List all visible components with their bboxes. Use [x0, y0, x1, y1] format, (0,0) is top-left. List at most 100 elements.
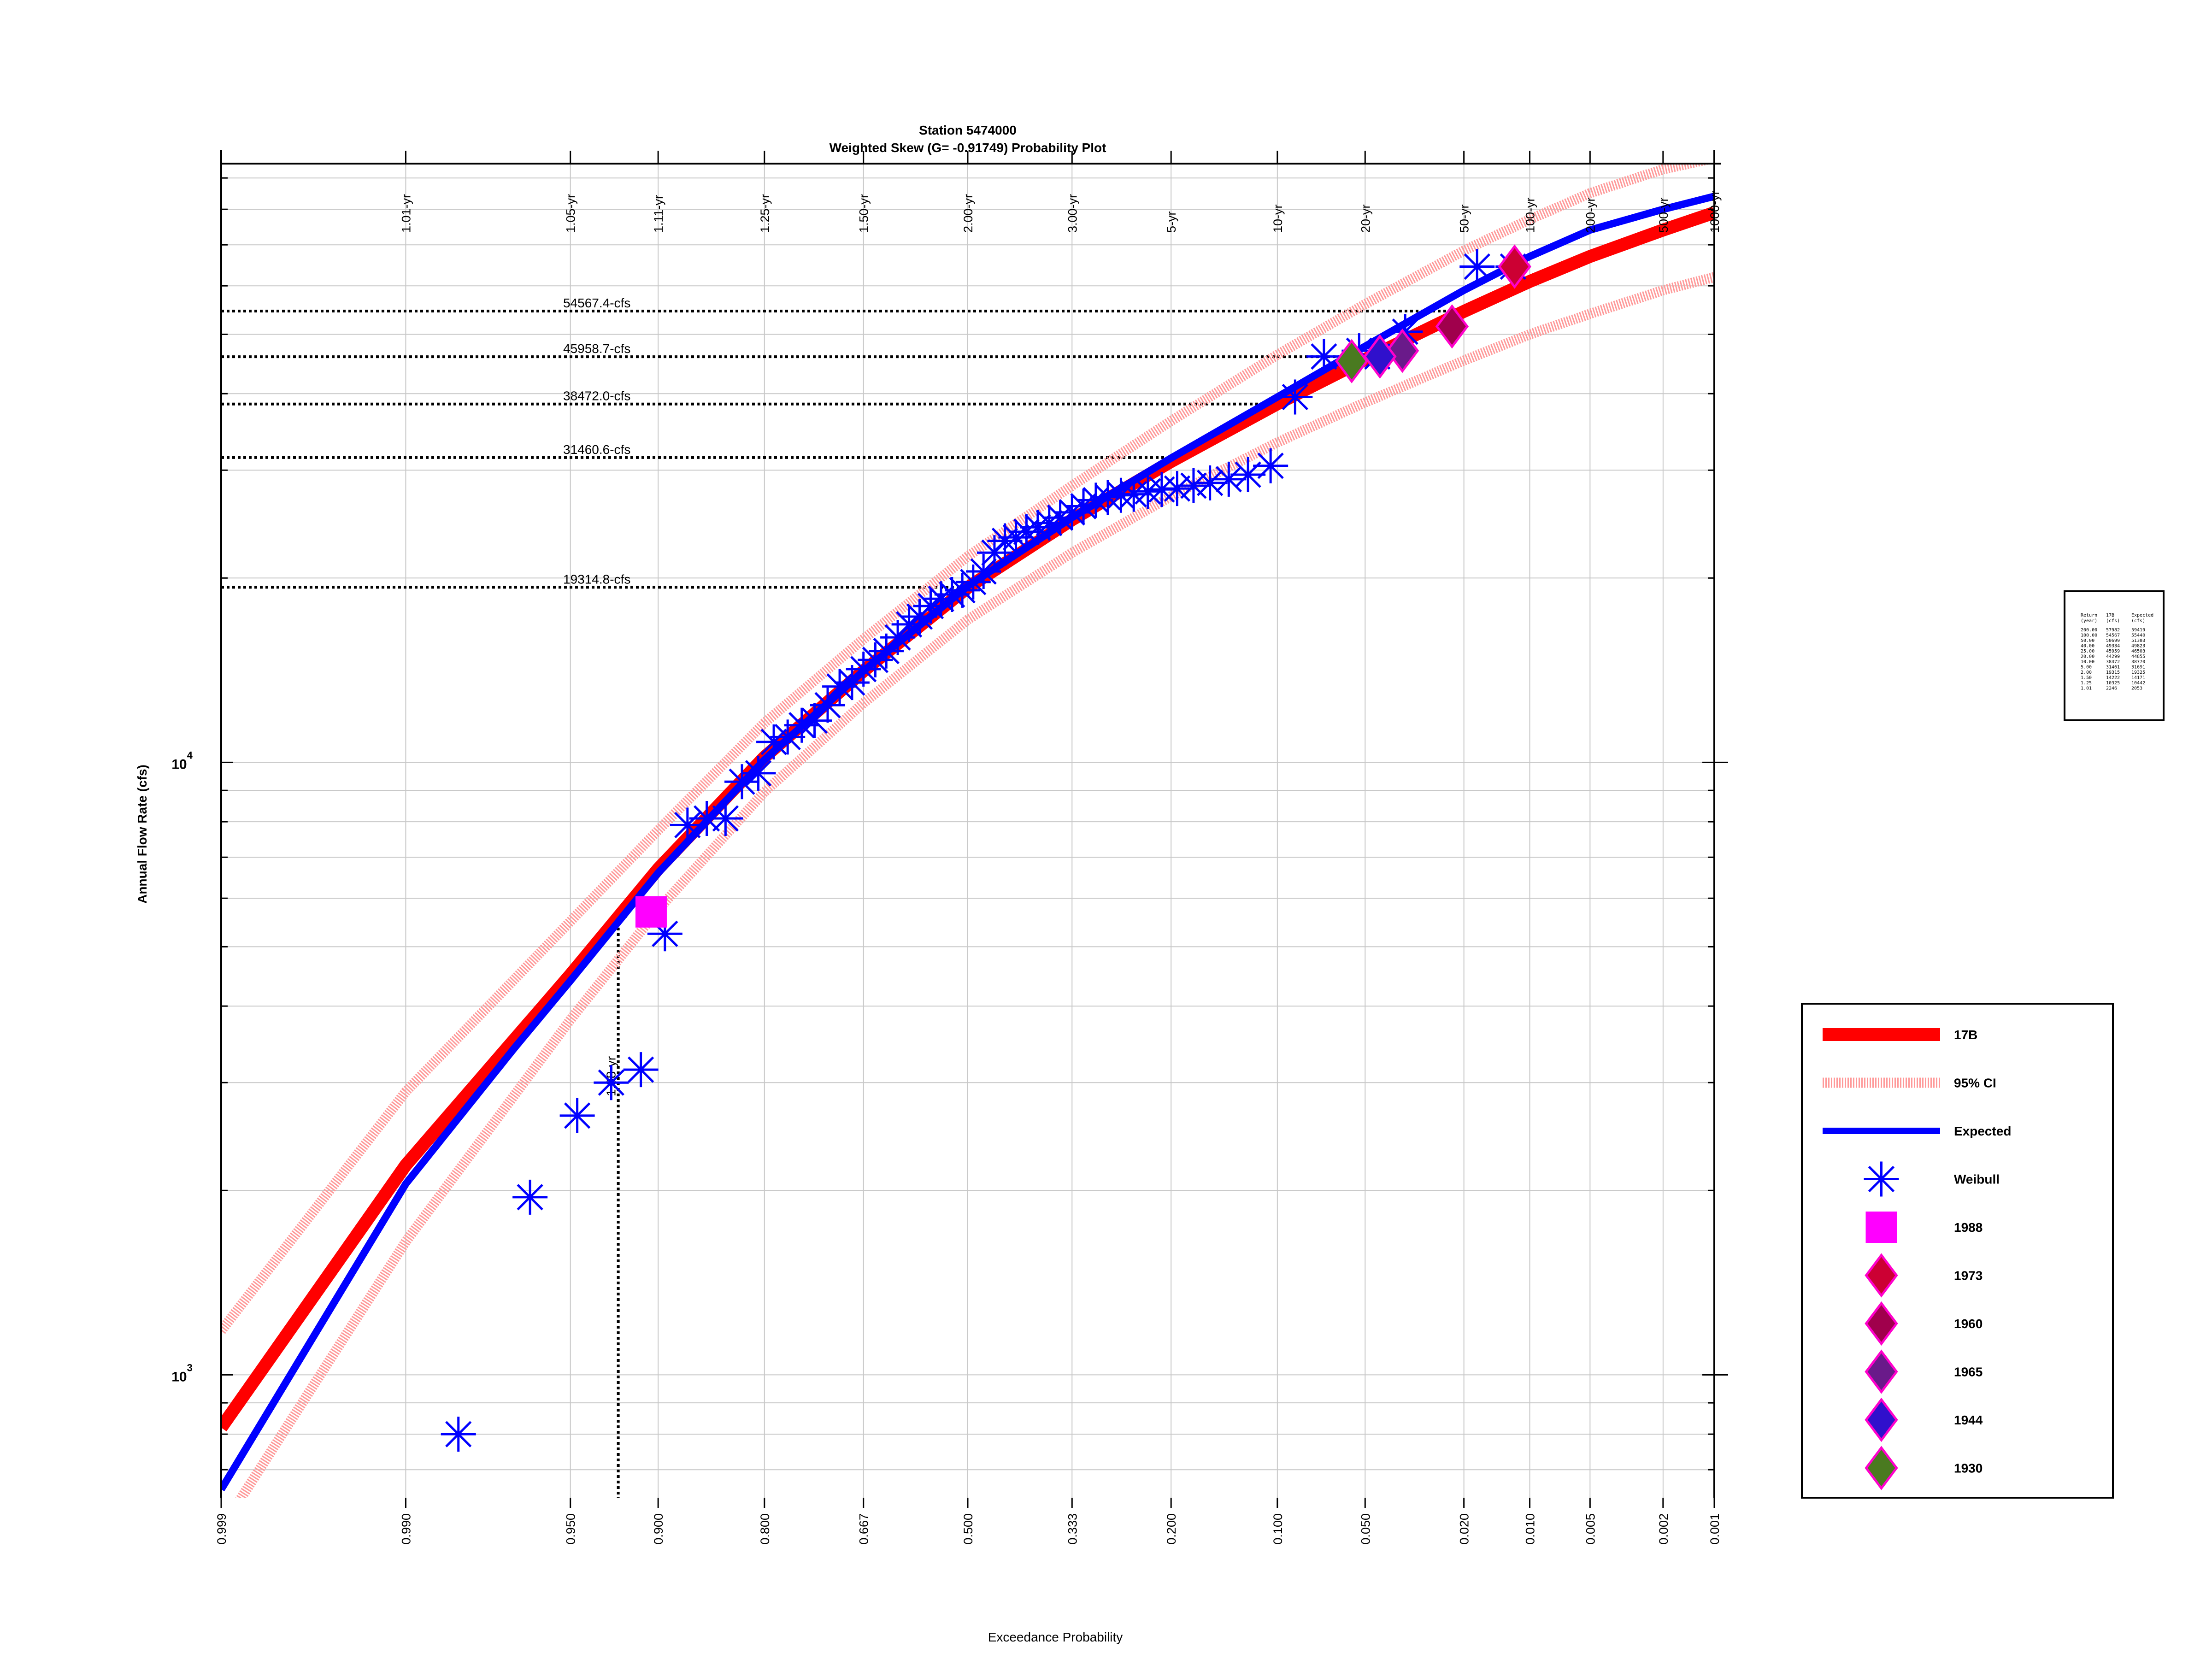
table-cell: 5.00: [2081, 665, 2092, 670]
reference-label: 31460.6-cfs: [563, 442, 630, 457]
table-header-cell: Expected: [2131, 613, 2153, 618]
weibull-point: [756, 724, 792, 759]
y-tick-label: 104: [171, 749, 193, 772]
x-tick-label: 0.333: [1065, 1513, 1079, 1545]
reference-lines: 54567.4-cfs 45958.7-cfs 38472.0-cfs 31460.6…: [221, 296, 1465, 1498]
x-tick-label: 0.100: [1271, 1513, 1285, 1545]
results-table: Return 17B Expected (year) (cfs) (cfs) 200.00 5…: [2064, 590, 2165, 721]
legend-item: 1930: [1865, 1446, 1983, 1490]
legend-swatch: [1865, 1212, 1897, 1243]
y-tick-exp: 4: [187, 749, 193, 761]
return-period-label: 1.25-yr: [758, 194, 772, 233]
table-cell: 55440: [2131, 633, 2145, 638]
legend-item: Weibull: [1864, 1161, 2000, 1197]
x-tick-label: 0.800: [758, 1513, 772, 1545]
x-tick-label: 0.500: [961, 1513, 975, 1545]
x-tick-label: 0.200: [1165, 1513, 1178, 1545]
legend-label: 95% CI: [1954, 1076, 1996, 1090]
weibull-point: [1277, 379, 1313, 415]
legend-swatch: [1865, 1253, 1898, 1298]
table-cell: 38770: [2131, 659, 2145, 665]
table-header-cell: (cfs): [2131, 618, 2145, 624]
table-cell: 44855: [2131, 654, 2145, 659]
x-tick-label: 0.020: [1458, 1513, 1471, 1545]
table-cell: 40.00: [2081, 644, 2094, 649]
weibull-point: [945, 572, 980, 608]
table-cell: 2053: [2131, 686, 2142, 691]
weibull-point: [891, 606, 927, 642]
table-cell: 51303: [2131, 638, 2145, 643]
results-table-frame: [2064, 590, 2165, 721]
weibull-point: [1459, 249, 1495, 284]
weibull-point: [822, 669, 858, 704]
return-period-label: 3.00-yr: [1065, 194, 1079, 233]
return-period-label: 1.50-yr: [857, 194, 871, 233]
table-cell: 50.00: [2081, 638, 2094, 643]
table-cell: 49334: [2106, 644, 2120, 649]
legend-label: 1988: [1954, 1220, 1983, 1235]
table-cell: 1.50: [2081, 676, 2092, 681]
table-cell: 1.01: [2081, 686, 2092, 691]
return-period-label: 200-yr: [1583, 197, 1597, 233]
legend-swatch: [1865, 1301, 1898, 1346]
table-cell: 45959: [2106, 649, 2120, 654]
weibull-point: [1306, 339, 1341, 374]
legend-item: 1944: [1865, 1397, 1983, 1442]
legend-swatch: [1865, 1446, 1898, 1490]
y-tick-base: 10: [171, 1369, 187, 1384]
point-1944: [1363, 334, 1397, 379]
return-period-label: 1.05-yr: [564, 194, 578, 233]
weibull-point: [559, 1098, 595, 1133]
legend-label: 17B: [1954, 1028, 1977, 1042]
legend-item: 1965: [1865, 1349, 1983, 1394]
table-cell: 25.00: [2081, 649, 2094, 654]
table-cell: 10325: [2106, 681, 2120, 686]
legend-item: 1988: [1865, 1212, 1983, 1243]
weibull-point: [934, 577, 970, 612]
weibull-point: [594, 1065, 629, 1100]
chart-title: Station 5474000: [919, 123, 1017, 137]
table-cell: 50699: [2106, 638, 2120, 643]
weibull-point: [1211, 461, 1247, 497]
table-header-cell: (cfs): [2106, 618, 2120, 624]
return-period-label: 1.01-yr: [399, 194, 413, 233]
table-cell: 2246: [2106, 686, 2117, 691]
x-tick-label: 0.002: [1657, 1513, 1671, 1545]
table-cell: 31461: [2106, 665, 2120, 670]
legend-label: 1965: [1954, 1365, 1983, 1379]
table-cell: 10.00: [2081, 659, 2094, 665]
legend-item: 17B: [1823, 1028, 1977, 1042]
reference-label: 38472.0-cfs: [563, 389, 630, 403]
x-tick-label: 0.050: [1359, 1513, 1372, 1545]
legend-label: 1960: [1954, 1317, 1983, 1331]
x-tick-label: 0.001: [1708, 1513, 1722, 1545]
ci-lower-line: [235, 272, 1714, 1498]
legend-label: 1973: [1954, 1269, 1983, 1283]
legend: 17B 95% CI Expected Weibull 1988 1973 1960 1965…: [1801, 1003, 2114, 1499]
legend-item: 1960: [1865, 1301, 1983, 1346]
weibull-point: [647, 916, 682, 952]
table-cell: 14171: [2131, 676, 2145, 681]
x-tick-label: 0.667: [857, 1513, 871, 1545]
table-cell: 31691: [2131, 665, 2145, 670]
table-cell: 38472: [2106, 659, 2120, 665]
table-cell: 10442: [2131, 681, 2145, 686]
y-tick-base: 10: [171, 757, 187, 772]
legend-label: Expected: [1954, 1124, 2012, 1138]
table-cell: 44299: [2106, 654, 2120, 659]
legend-label: 1930: [1954, 1461, 1983, 1476]
x-tick-label: 0.990: [399, 1513, 413, 1545]
table-header-cell: 17B: [2106, 613, 2114, 618]
x-axis-label: Exceedance Probability: [988, 1630, 1123, 1644]
x-tick-label: 0.900: [652, 1513, 665, 1545]
table-cell: 19315: [2106, 670, 2120, 675]
table-cell: 200.00: [2081, 628, 2097, 633]
legend-item: Expected: [1823, 1124, 2012, 1138]
table-cell: 49823: [2131, 644, 2145, 649]
weibull-point: [1192, 465, 1228, 500]
marker-layer: [441, 244, 1531, 1452]
x-tick-label: 0.950: [564, 1513, 578, 1545]
weibull-point: [441, 1417, 476, 1452]
